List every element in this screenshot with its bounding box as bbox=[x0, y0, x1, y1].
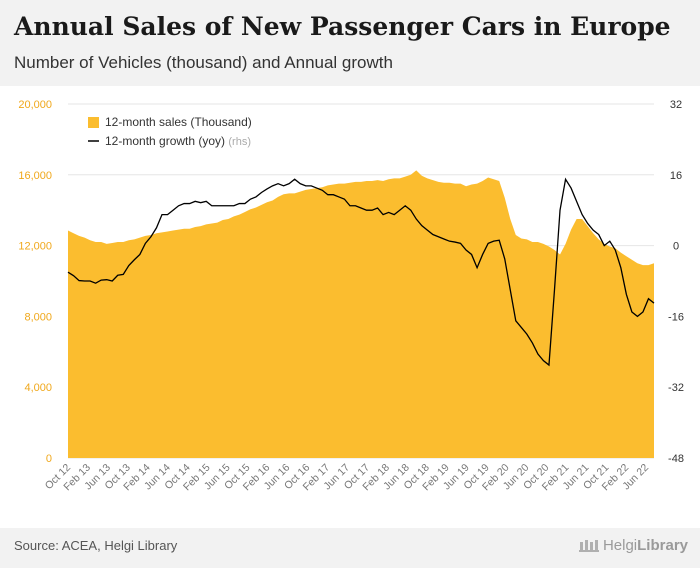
legend: 12-month sales (Thousand) 12-month growth… bbox=[88, 115, 252, 148]
y-right-tick-label: -48 bbox=[668, 453, 684, 465]
brand-part2: Library bbox=[637, 537, 688, 554]
y-left-tick-label: 20,000 bbox=[18, 99, 52, 111]
chart-subtitle: Number of Vehicles (thousand) and Annual… bbox=[14, 53, 393, 72]
legend-swatch-area bbox=[88, 117, 99, 128]
growth-line bbox=[67, 177, 655, 367]
y-right-tick-label: 32 bbox=[670, 99, 682, 111]
y-right-tick-label: 16 bbox=[670, 170, 682, 182]
library-icon bbox=[578, 540, 599, 552]
legend-label-growth: 12-month growth (yoy) (rhs) bbox=[105, 134, 251, 148]
brand-part1: Helgi bbox=[602, 537, 638, 554]
chart-header: Annual Sales of New Passenger Cars in Eu… bbox=[0, 0, 700, 86]
y-right-tick-label: 0 bbox=[673, 241, 679, 253]
chart-canvas: 0 4,000 8,000 12,000 16,000 20,000 -48 -32 -16 0 1… bbox=[18, 99, 684, 493]
brand-logo: HelgiLibrary bbox=[578, 536, 688, 554]
sales-area bbox=[68, 170, 654, 458]
legend-label-sales: 12-month sales (Thousand) bbox=[105, 115, 252, 129]
y-left-tick-label: 4,000 bbox=[24, 382, 52, 394]
chart-footer: Source: ACEA, Helgi Library HelgiLibrary bbox=[0, 528, 700, 568]
y-left-tick-label: 12,000 bbox=[18, 241, 52, 253]
chart-title: Annual Sales of New Passenger Cars in Eu… bbox=[14, 12, 671, 41]
y-left-tick-label: 16,000 bbox=[18, 170, 52, 182]
legend-rhs-note: (rhs) bbox=[228, 136, 251, 148]
source-note: Source: ACEA, Helgi Library bbox=[14, 538, 178, 553]
y-right-tick-label: -32 bbox=[668, 382, 684, 394]
y-right-tick-label: -16 bbox=[668, 311, 684, 323]
y-left-tick-label: 8,000 bbox=[24, 311, 52, 323]
y-left-tick-label: 0 bbox=[46, 453, 52, 465]
